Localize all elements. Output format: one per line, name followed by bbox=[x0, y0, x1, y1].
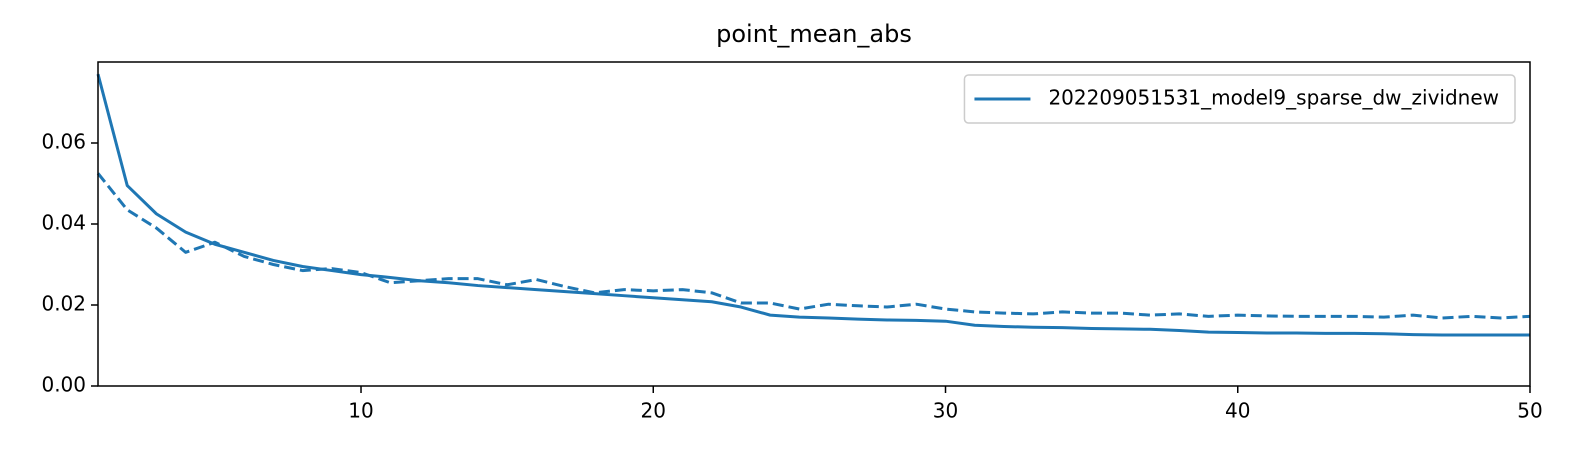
chart-title: point_mean_abs bbox=[716, 20, 912, 48]
x-tick-label: 30 bbox=[933, 399, 958, 423]
x-tick-label: 10 bbox=[348, 399, 373, 423]
y-tick-label: 0.00 bbox=[41, 373, 86, 397]
line-series bbox=[96, 172, 1531, 320]
x-tick-label: 50 bbox=[1517, 399, 1542, 423]
y-tick-label: 0.06 bbox=[41, 130, 86, 154]
line-series bbox=[96, 73, 1530, 337]
y-tick-label: 0.02 bbox=[41, 292, 86, 316]
x-tick-label: 20 bbox=[641, 399, 666, 423]
x-tick-label: 40 bbox=[1225, 399, 1250, 423]
legend-box bbox=[963, 74, 1516, 124]
legend-label: 202209051531_model9_sparse_dw_zividnew bbox=[1048, 86, 1499, 110]
plot-frame bbox=[97, 61, 1531, 387]
y-tick-label: 0.04 bbox=[41, 211, 86, 235]
